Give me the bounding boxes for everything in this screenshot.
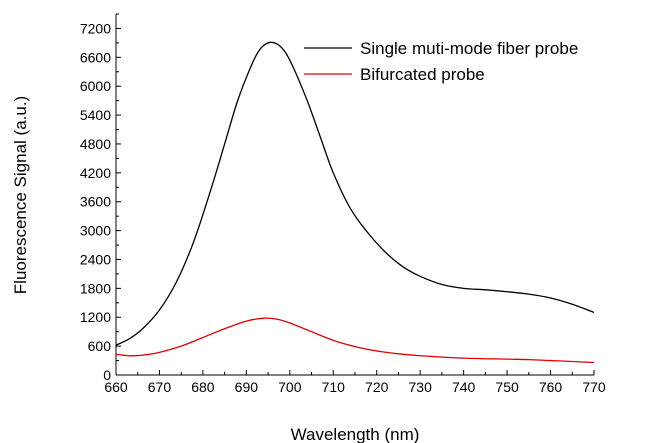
x-tick-label: 720	[365, 379, 389, 395]
x-tick-label: 760	[539, 379, 563, 395]
y-tick-label: 7200	[80, 20, 111, 36]
y-tick-label: 1800	[80, 280, 111, 296]
y-tick-label: 2400	[80, 251, 111, 267]
series-line-single-muti-mode-fiber-probe	[115, 41, 595, 346]
x-tick-label: 770	[582, 379, 606, 395]
y-tick-label: 1200	[80, 309, 111, 325]
y-tick-label: 6000	[80, 78, 111, 94]
x-tick-label: 680	[191, 379, 215, 395]
y-tick-label: 5400	[80, 107, 111, 123]
y-tick-label: 4200	[80, 165, 111, 181]
x-axis-ticks: 660 670 680 690 700 710 720 730 740 750 760 770	[104, 370, 606, 395]
legend-label: Single muti-mode fiber probe	[360, 39, 578, 58]
x-tick-label: 670	[148, 379, 172, 395]
y-axis-title: Fluorescence Signal (a.u.)	[11, 96, 30, 294]
legend: Single muti-mode fiber probe Bifurcated p…	[304, 39, 578, 84]
x-tick-label: 710	[322, 379, 346, 395]
series-layer	[115, 41, 595, 364]
plot-area	[115, 14, 594, 376]
x-tick-label: 660	[104, 379, 128, 395]
x-tick-label: 740	[452, 379, 476, 395]
x-axis-title: Wavelength (nm)	[291, 425, 420, 443]
y-tick-label: 4800	[80, 136, 111, 152]
x-tick-label: 690	[235, 379, 259, 395]
y-axis-ticks: 0 600 1200 1800 2400 3000 3600 4200 4800 5400 6000…	[80, 13, 121, 383]
x-tick-label: 700	[278, 379, 302, 395]
y-tick-label: 3000	[80, 223, 111, 239]
y-tick-label: 3600	[80, 194, 111, 210]
x-tick-label: 750	[495, 379, 519, 395]
y-tick-label: 0	[103, 367, 111, 383]
y-tick-label: 6600	[80, 49, 111, 65]
legend-label: Bifurcated probe	[360, 65, 485, 84]
x-tick-label: 730	[409, 379, 433, 395]
series-line-bifurcated-probe	[115, 317, 595, 364]
y-tick-label: 600	[88, 338, 112, 354]
